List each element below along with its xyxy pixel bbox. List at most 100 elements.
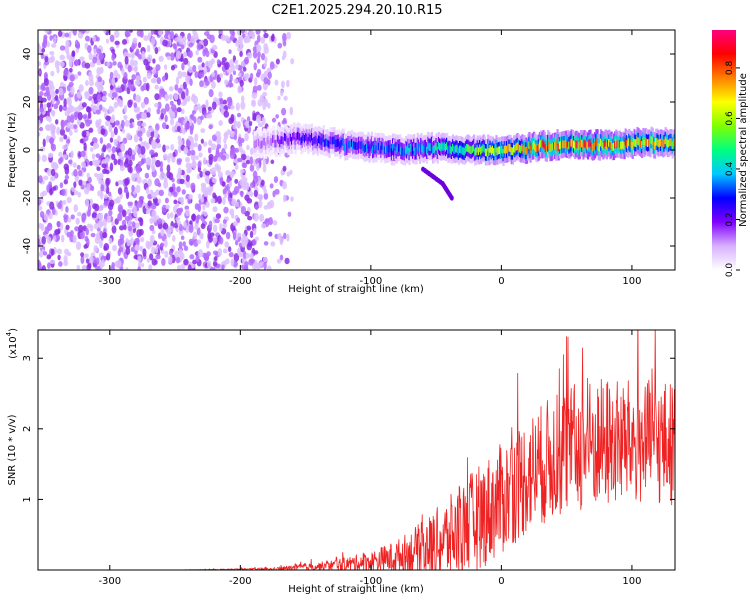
noise-cell	[249, 156, 254, 165]
spectrogram-y-label: Frequency (Hz)	[7, 112, 18, 188]
noise-cell	[229, 208, 235, 216]
noise-cell	[199, 80, 204, 88]
noise-cell	[208, 220, 213, 229]
noise-cell	[169, 117, 175, 126]
noise-cell	[64, 248, 70, 256]
noise-cell	[220, 34, 226, 41]
snr-series-line	[38, 330, 675, 570]
noise-cell	[151, 258, 157, 266]
noise-cell	[148, 264, 153, 270]
noise-cell	[73, 169, 78, 177]
noise-cell	[74, 226, 80, 232]
noise-cell	[263, 32, 269, 39]
noise-cell	[106, 61, 110, 67]
noise-cell	[105, 120, 110, 127]
noise-cell	[135, 94, 141, 103]
noise-cell	[232, 221, 239, 227]
signal-cell	[387, 144, 390, 153]
chart-title: C2E1.2025.294.20.10.R15	[271, 3, 442, 18]
noise-cell	[147, 54, 153, 62]
noise-cell	[80, 30, 86, 34]
noise-cell	[133, 133, 139, 143]
noise-cell	[214, 154, 218, 162]
noise-cell	[254, 204, 259, 211]
noise-cell	[215, 146, 220, 155]
noise-cell	[50, 168, 56, 177]
noise-cell	[85, 227, 90, 236]
signal-cell	[614, 140, 617, 149]
signal-cell	[366, 143, 369, 152]
noise-cell	[267, 102, 271, 109]
noise-cell	[151, 210, 157, 219]
noise-cell	[244, 194, 250, 201]
noise-cell	[68, 67, 73, 73]
noise-cell	[217, 195, 222, 205]
signal-cell	[402, 147, 405, 156]
noise-cell	[282, 165, 287, 172]
x-tick-label: 100	[622, 576, 641, 587]
signal-cell	[493, 148, 496, 156]
noise-cell	[103, 242, 110, 251]
noise-cell	[176, 98, 181, 106]
signal-cell	[298, 132, 301, 141]
noise-cell	[93, 222, 99, 230]
noise-cell	[153, 76, 157, 84]
noise-cell	[226, 68, 232, 74]
signal-cell	[642, 137, 645, 145]
signal-cell	[550, 143, 553, 152]
noise-cell	[176, 158, 183, 163]
noise-cell	[169, 186, 174, 193]
noise-cell	[102, 144, 107, 153]
signal-cell	[482, 143, 485, 152]
signal-cell	[389, 144, 392, 153]
signal-cell	[325, 138, 328, 147]
x-tick-label: -100	[360, 576, 383, 587]
noise-cell	[46, 168, 53, 177]
noise-cell	[186, 139, 191, 147]
noise-cell	[268, 231, 273, 237]
signal-cell	[255, 139, 258, 148]
signal-cell	[453, 145, 456, 154]
noise-cell	[201, 62, 205, 68]
signal-cell	[604, 138, 607, 147]
noise-cell	[140, 263, 145, 268]
noise-cell	[289, 169, 293, 175]
noise-cell	[187, 264, 192, 270]
noise-cell	[109, 106, 115, 113]
noise-cell	[137, 200, 143, 208]
noise-cell	[180, 235, 185, 240]
signal-cell	[280, 136, 283, 144]
noise-cell	[45, 115, 50, 122]
signal-cell	[590, 142, 593, 151]
signal-cell	[618, 139, 621, 148]
noise-cell	[240, 101, 246, 110]
noise-cell	[240, 190, 244, 198]
noise-cell	[254, 236, 260, 242]
noise-cell	[65, 206, 69, 213]
noise-cell	[56, 126, 61, 136]
signal-cell	[634, 138, 637, 147]
signal-cell	[645, 138, 648, 147]
signal-cell	[474, 148, 477, 157]
noise-cell	[204, 47, 209, 54]
signal-cell	[308, 133, 311, 142]
noise-cell	[47, 93, 52, 101]
noise-cell	[235, 40, 240, 47]
signal-cell	[375, 145, 378, 153]
noise-cell	[144, 172, 150, 179]
signal-cell	[538, 141, 542, 150]
colorbar-tick-label: 0.0	[725, 263, 735, 278]
noise-cell	[41, 48, 46, 53]
signal-cell	[558, 141, 562, 150]
noise-cell	[226, 178, 230, 183]
noise-cell	[101, 259, 105, 267]
noise-cell	[111, 225, 117, 234]
noise-cell	[111, 91, 118, 98]
noise-cell	[258, 199, 263, 209]
noise-cell	[126, 86, 131, 95]
noise-cell	[73, 127, 78, 133]
noise-cell	[114, 30, 120, 38]
noise-cell	[43, 213, 49, 221]
noise-cell	[100, 128, 106, 136]
noise-cell	[183, 258, 189, 266]
